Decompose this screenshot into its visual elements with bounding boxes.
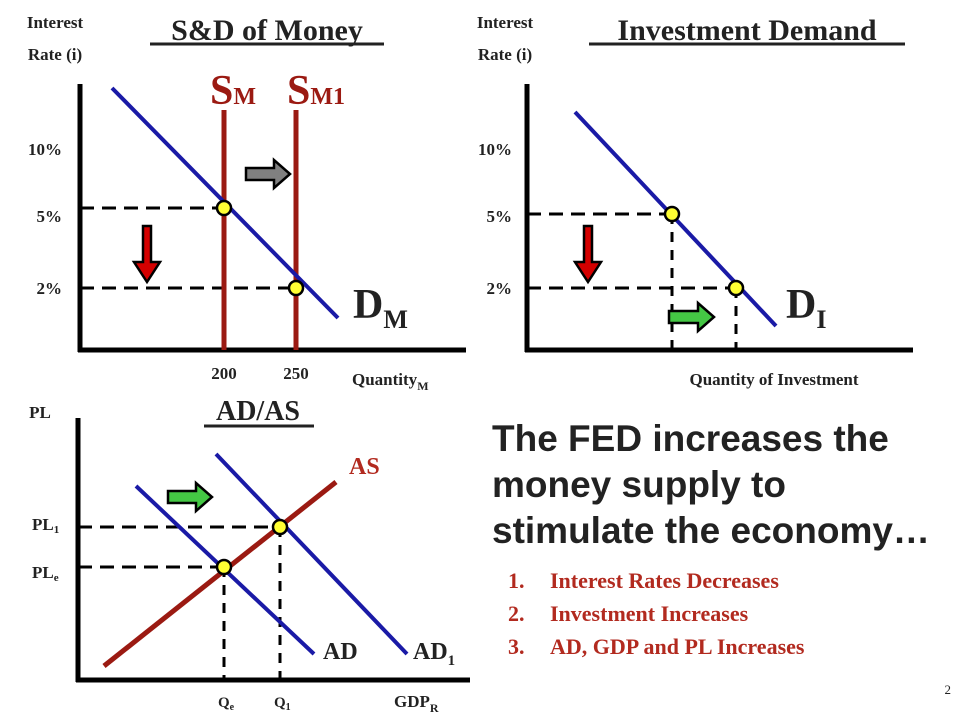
money-y-axis-label-line1: Interest — [27, 13, 84, 32]
investment-rate-down-arrow — [572, 224, 604, 285]
step-text: Investment Increases — [550, 601, 749, 626]
adas-equilibrium-dot — [215, 558, 233, 576]
investment-y-tick-5: 5% — [487, 207, 513, 226]
step-number: 3. — [508, 634, 525, 659]
step-item: 3. AD, GDP and PL Increases — [498, 630, 804, 663]
investment-market-title: Investment Demand — [617, 14, 876, 47]
ad1-curve — [214, 452, 409, 656]
q1-label: Q1 — [274, 695, 291, 713]
step-item: 1. Interest Rates Decreases — [498, 564, 804, 597]
step-text: AD, GDP and PL Increases — [550, 634, 805, 659]
money-x-axis-label: QuantityM — [352, 370, 429, 393]
investment-y-axis-label-line2: Rate (i) — [478, 45, 532, 64]
steps-list: 1. Interest Rates Decreases 2. Investment … — [498, 564, 804, 663]
money-x-tick-200: 200 — [211, 364, 237, 383]
money-supply-new-label: SM1 — [287, 68, 345, 114]
investment-dot-5pct — [663, 205, 681, 223]
money-new-equilibrium-dot — [287, 279, 305, 297]
step-text: Interest Rates Decreases — [550, 568, 779, 593]
money-supply-label: SM — [210, 68, 256, 114]
money-x-tick-250: 250 — [283, 364, 309, 383]
money-market-graph: S&D of Money Interest Rate (i) 10% 5% 2%… — [27, 13, 466, 393]
adas-x-axis-label: GDPR — [394, 692, 439, 715]
money-y-tick-2: 2% — [37, 279, 63, 298]
interest-rate-down-arrow — [131, 224, 163, 285]
investment-y-axis-label-line1: Interest — [477, 13, 534, 32]
adas-y-axis-label: PL — [29, 403, 51, 422]
investment-y-tick-2: 2% — [487, 279, 513, 298]
ad-label: AD — [323, 639, 358, 665]
investment-x-axis-label: Quantity of Investment — [689, 370, 858, 389]
money-demand-label: DM — [353, 282, 408, 334]
investment-demand-label: DI — [786, 282, 826, 334]
adas-new-equilibrium-dot — [271, 518, 289, 536]
step-item: 2. Investment Increases — [498, 597, 804, 630]
money-equilibrium-dot — [215, 199, 233, 217]
ad-shift-arrow — [166, 480, 214, 514]
money-y-tick-10: 10% — [28, 140, 62, 159]
step-number: 2. — [508, 601, 525, 626]
headline-text: The FED increases the money supply to st… — [492, 418, 930, 551]
investment-y-tick-10: 10% — [478, 140, 512, 159]
investment-increase-arrow — [667, 300, 716, 334]
adas-title: AD/AS — [216, 396, 300, 427]
ad1-label: AD1 — [413, 639, 455, 669]
pl1-label: PL1 — [32, 515, 59, 536]
money-market-title: S&D of Money — [171, 14, 363, 47]
as-label: AS — [349, 454, 380, 480]
adas-graph: AD/AS PL AS AD AD1 PL1 PLe Qe Q1 GDPR — [29, 396, 470, 715]
slide-number: 2 — [945, 682, 952, 697]
investment-market-graph: Investment Demand Interest Rate (i) 10% … — [477, 13, 913, 389]
money-y-tick-5: 5% — [37, 207, 63, 226]
ple-label: PLe — [32, 563, 59, 584]
investment-dot-2pct — [727, 279, 745, 297]
qe-label: Qe — [218, 695, 235, 713]
money-y-axis-label-line2: Rate (i) — [28, 45, 82, 64]
step-number: 1. — [508, 568, 525, 593]
money-supply-shift-arrow — [244, 157, 292, 191]
